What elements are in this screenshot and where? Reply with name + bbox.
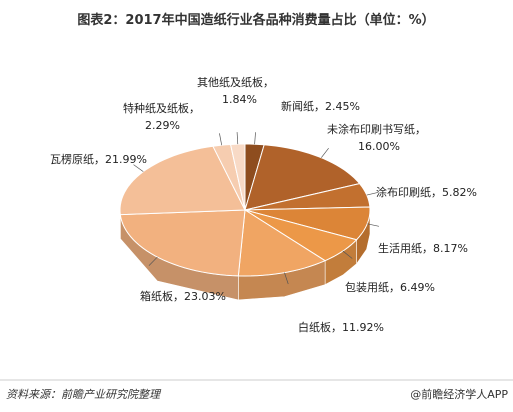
category-label: 白纸板， [298,320,342,334]
category-label: 涂布印刷纸， [376,185,442,199]
category-label: 特种纸及纸板， [123,101,200,115]
category-label: 生活用纸， [378,241,433,255]
data-label: 其他纸及纸板， 1.84% [197,75,274,106]
leader-line [148,256,158,266]
value-label: 2.29% [145,119,180,132]
slice [244,209,358,262]
slice [229,143,246,211]
data-label: 未涂布印刷书写纸， 16.00% [327,122,426,153]
leader-line [133,164,144,172]
data-label: 白纸板，11.92% [298,320,384,334]
category-label: 新闻纸， [281,99,325,113]
slice [119,209,246,277]
slice [237,209,327,277]
leader-line [254,132,256,145]
leader-line [342,250,353,259]
data-label: 箱纸板，23.03% [140,289,226,303]
category-label: 瓦楞原纸， [50,152,105,166]
leader-line [219,133,223,146]
value-label: 2.45% [325,100,360,113]
data-label: 涂布印刷纸，5.82% [376,185,477,199]
category-label: 其他纸及纸板， [197,75,274,89]
leader-line [321,148,329,158]
category-label: 包装用纸， [345,281,400,294]
data-label: 包装用纸，6.49% [345,281,435,294]
value-label: 8.17% [433,242,468,255]
data-label: 特种纸及纸板， 2.29% [123,101,200,132]
leader-line [284,272,289,285]
chart-title: 图表2：2017年中国造纸行业各品种消费量占比（单位：%） [77,12,434,28]
category-label: 未涂布印刷书写纸， [327,122,426,136]
leader-line [367,223,380,227]
category-label: 箱纸板， [140,289,184,303]
data-label: 生活用纸，8.17% [378,241,468,255]
value-label: 5.82% [442,186,477,199]
brand: @前瞻经济学人APP [410,387,508,401]
data-label: 瓦楞原纸，21.99% [50,152,147,166]
slice [244,144,361,211]
slice [244,206,371,241]
leader-line [236,132,239,145]
value-label: 11.92% [342,321,384,334]
source: 资料来源：前瞻产业研究院整理 [6,388,162,401]
value-label: 21.99% [105,153,147,166]
value-label: 23.03% [184,290,226,303]
labels: 新闻纸，2.45% 未涂布印刷书写纸， 16.00% 涂布印刷纸，5.82% 生活用纸，… [50,75,477,334]
leader-line [366,191,379,196]
slice [119,145,246,216]
value-label: 6.49% [400,281,435,294]
pie [119,143,371,301]
value-label: 16.00% [358,140,400,153]
data-label: 新闻纸，2.45% [281,99,360,113]
value-label: 1.84% [222,93,257,106]
